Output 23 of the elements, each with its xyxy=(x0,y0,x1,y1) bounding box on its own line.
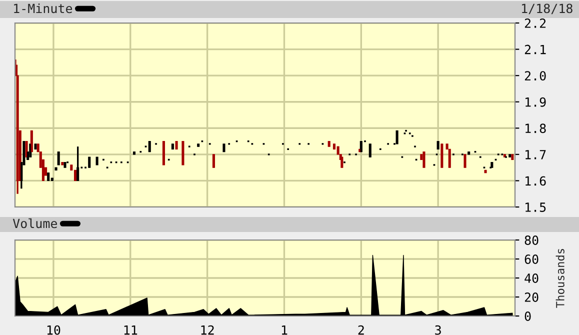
y-tick-label: 0 xyxy=(524,312,531,321)
y-tick-label: 1.9 xyxy=(526,97,546,107)
y-tick-label: 2.2 xyxy=(524,18,546,28)
y-tick-label: 2.1 xyxy=(524,44,546,54)
x-tick-label: 11 xyxy=(124,325,138,335)
y-tick-label: 1.6 xyxy=(526,176,546,186)
y-tick-label: 60 xyxy=(524,254,538,264)
y-tick-label: 2.0 xyxy=(524,71,546,81)
y-tick-label: 80 xyxy=(524,236,538,245)
legend-label: 1-Minute xyxy=(14,3,72,14)
x-tick-label: 10 xyxy=(47,325,60,335)
text: 1/18/18 xyxy=(522,4,572,14)
y-axis-title: Thousands xyxy=(556,248,564,308)
x-tick-label: 1 xyxy=(282,325,288,335)
legend-label: Volume xyxy=(12,218,57,228)
y-tick-label: 1.8 xyxy=(526,124,546,134)
y-tick-label: 20 xyxy=(524,292,538,302)
x-tick-label: 2 xyxy=(358,325,364,335)
y-tick-label: 40 xyxy=(524,274,538,283)
x-tick-label: 12 xyxy=(201,325,214,335)
y-tick-label: 1.7 xyxy=(526,150,546,160)
y-tick-label: 1.5 xyxy=(526,202,546,212)
x-tick-label: 3 xyxy=(435,325,441,335)
